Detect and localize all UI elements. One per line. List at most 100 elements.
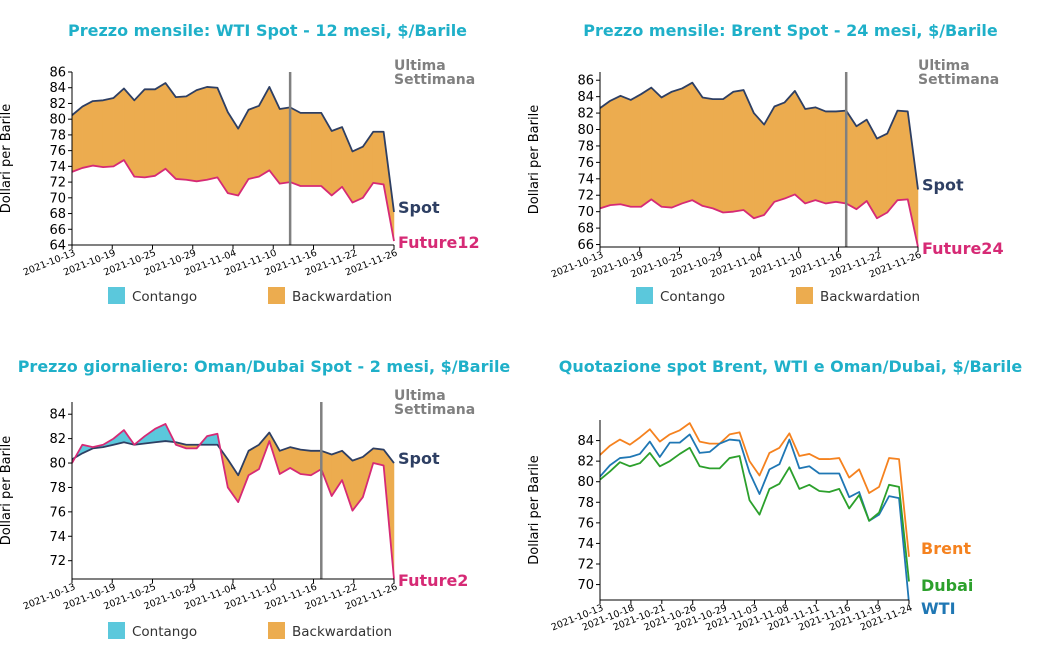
y-tick-label: 80 (577, 475, 594, 490)
spread-fill-segment (300, 112, 312, 187)
spread-fill-segment (372, 131, 384, 185)
brent-spread-chart: UltimaSettimana6668707274767880828486202… (527, 58, 1004, 305)
spread-fill-segment (733, 89, 744, 212)
y-tick-label: 78 (49, 128, 66, 143)
spread-fill-segment (702, 97, 714, 209)
y-tick-label: 78 (577, 139, 594, 154)
y-tick-label: 74 (577, 537, 594, 552)
y-tick-label: 72 (49, 554, 66, 569)
spread-fill-segment (362, 130, 374, 199)
y-tick-label: 80 (49, 457, 66, 472)
last-week-label: Ultima (394, 388, 446, 404)
spread-fill-segment (144, 89, 156, 178)
spread-fill-segment (651, 87, 662, 208)
y-tick-label: 74 (49, 530, 66, 545)
spread-fill-segment (248, 105, 260, 180)
y-tick-label: 72 (577, 558, 594, 573)
y-tick-label: 80 (49, 113, 66, 128)
y-tick-label: 66 (49, 223, 66, 238)
spread-fill-segment (856, 119, 867, 210)
spread-fill-segment (206, 86, 218, 181)
spread-fill-segment (886, 110, 898, 214)
chart-title-dubai: Prezzo giornaliero: Oman/Dubai Spot - 2 … (17, 357, 511, 376)
y-axis-label: Dollari per Barile (527, 105, 542, 214)
spread-fill-segment (352, 146, 364, 203)
future-end-label: Future24 (922, 239, 1004, 258)
y-tick-label: 68 (577, 222, 594, 237)
y-tick-label: 68 (49, 207, 66, 222)
spread-fill-segment (640, 87, 652, 208)
legend-backwardation-label: Backwardation (292, 289, 392, 305)
legend-contango-swatch (636, 287, 653, 304)
spread-fill-segment (269, 86, 280, 185)
y-tick-label: 86 (577, 74, 594, 89)
spread-fill-segment (753, 112, 765, 219)
legend-contango-label: Contango (132, 624, 197, 640)
spread-fill-segment (692, 81, 703, 207)
chart-title-comparison: Quotazione spot Brent, WTI e Oman/Dubai,… (558, 357, 1023, 376)
spread-fill-segment (102, 97, 114, 168)
legend-backwardation-swatch (268, 287, 285, 304)
y-axis-label: Dollari per Barile (0, 104, 14, 213)
spread-fill-segment (661, 91, 673, 208)
spread-fill-segment (165, 82, 177, 180)
brent-end-label: Brent (921, 539, 971, 558)
legend-backwardation-swatch (268, 622, 285, 639)
y-tick-label: 76 (577, 156, 594, 171)
spread-fill-segment (300, 449, 312, 476)
spread-fill-segment (835, 110, 847, 204)
dubai-end-label: Dubai (921, 576, 973, 595)
future-series-line (599, 193, 919, 248)
legend-backwardation-label: Backwardation (820, 289, 920, 305)
spread-fill-segment (876, 133, 888, 219)
wti-end-label: WTI (921, 599, 956, 618)
future-end-label: Future12 (398, 233, 480, 252)
spot-series-line (71, 431, 395, 477)
spot-end-label: Spot (398, 449, 440, 468)
y-tick-label: 76 (49, 505, 66, 520)
y-tick-label: 84 (577, 90, 594, 105)
spread-fill-segment (321, 111, 332, 197)
y-axis-label: Dollari per Barile (527, 455, 542, 564)
spread-fill-segment (784, 90, 796, 199)
y-axis-label: Dollari per Barile (0, 436, 14, 545)
y-tick-label: 74 (577, 172, 594, 187)
y-tick-label: 76 (49, 144, 66, 159)
y-tick-label: 72 (49, 176, 66, 191)
y-tick-label: 64 (49, 239, 66, 254)
y-tick-label: 72 (577, 189, 594, 204)
legend-backwardation-swatch (796, 287, 813, 304)
last-week-label: Settimana (394, 402, 475, 418)
last-week-label: Settimana (394, 72, 475, 88)
y-tick-label: 78 (49, 481, 66, 496)
spot-end-label: Spot (398, 198, 440, 217)
spread-fill-segment (630, 93, 642, 207)
spread-fill-segment (310, 112, 322, 187)
y-tick-label: 84 (49, 408, 66, 423)
spread-fill-segment (113, 87, 125, 167)
y-tick-label: 78 (577, 496, 594, 511)
future-series-line (71, 159, 395, 242)
legend-contango-swatch (108, 287, 125, 304)
chart-title-wti: Prezzo mensile: WTI Spot - 12 mesi, $/Ba… (67, 21, 468, 40)
spread-fill-segment (620, 95, 632, 208)
spread-fill-segment (712, 98, 724, 213)
legend-backwardation-label: Backwardation (292, 624, 392, 640)
future-series-line (71, 423, 395, 580)
dubai-spread-chart: UltimaSettimana727476788082842021-10-132… (0, 388, 475, 640)
spread-fill-segment (610, 95, 621, 206)
wti-series-line (600, 433, 910, 600)
spread-fill-segment (289, 106, 301, 187)
wti-spread-chart: UltimaSettimana6466687072747678808284862… (0, 58, 480, 305)
spread-fill-segment (897, 110, 908, 201)
y-tick-label: 82 (577, 107, 594, 122)
spread-fill-segment (599, 100, 611, 209)
y-tick-label: 84 (49, 81, 66, 96)
y-tick-label: 70 (577, 205, 594, 220)
spread-fill-segment (804, 107, 816, 204)
spread-fill-segment (154, 82, 166, 177)
y-tick-label: 70 (49, 191, 66, 206)
spread-fill-segment (722, 91, 734, 213)
y-tick-label: 80 (577, 123, 594, 138)
